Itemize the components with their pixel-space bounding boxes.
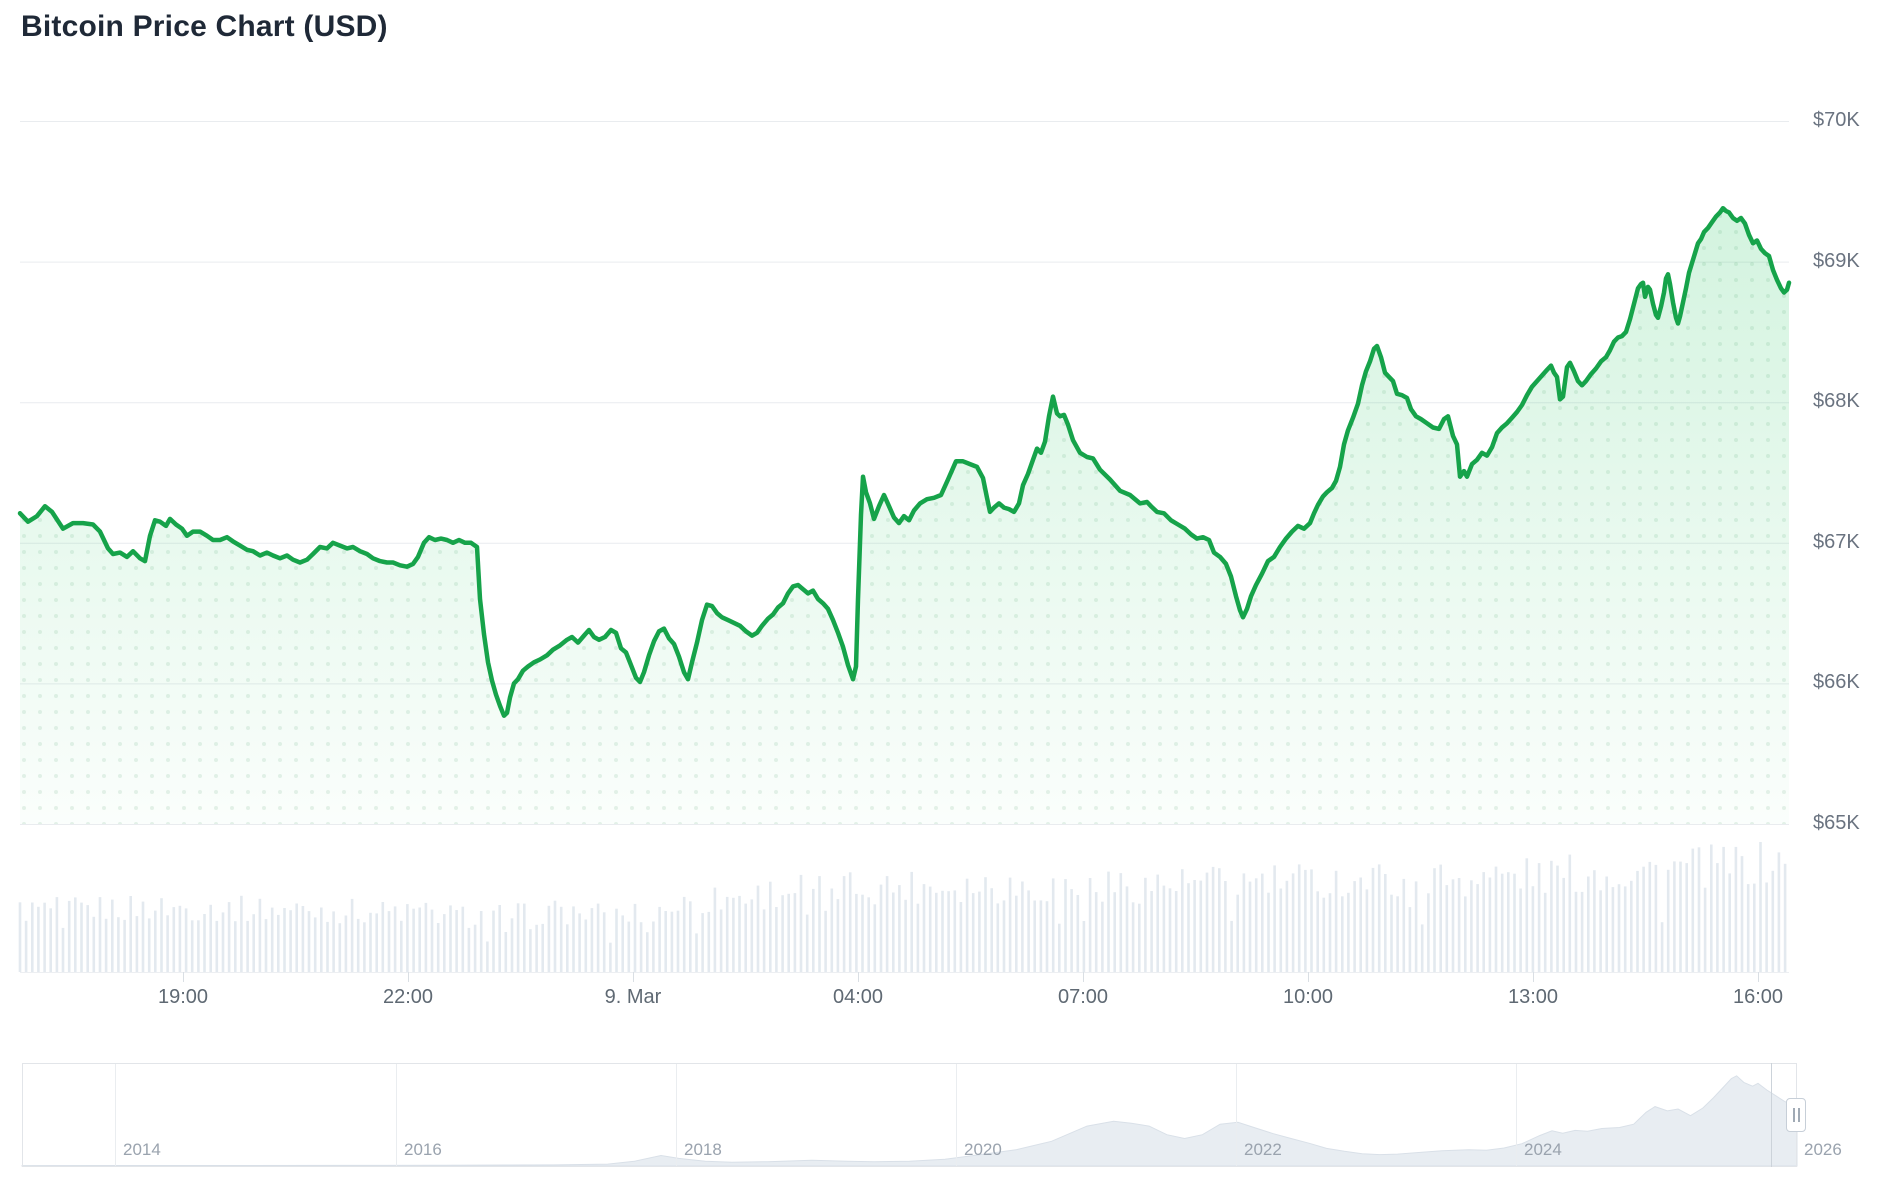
time-axis-label: 19:00 — [157, 986, 209, 1008]
time-axis-label: 04:00 — [832, 986, 884, 1008]
time-axis-label: 10:00 — [1282, 986, 1334, 1008]
price-axis-label: $66K — [1813, 671, 1860, 694]
time-axis-label: 07:00 — [1057, 986, 1109, 1008]
handle-grip-line — [1797, 1108, 1800, 1122]
time-axis-label: 9. Mar — [604, 986, 662, 1008]
nav-year-label: 2022 — [1244, 1140, 1282, 1159]
price-axis-label: $67K — [1813, 530, 1860, 553]
time-axis — [20, 972, 1789, 982]
nav-year-label: 2024 — [1524, 1140, 1562, 1159]
price-axis-label: $68K — [1813, 390, 1860, 413]
nav-year-label: 2014 — [123, 1140, 161, 1159]
handle-grip-line — [1792, 1108, 1795, 1122]
chart-title: Bitcoin Price Chart (USD) — [21, 10, 388, 43]
price-axis-label: $65K — [1813, 812, 1860, 835]
nav-year-label: 2020 — [964, 1140, 1002, 1159]
price-area-fill — [20, 208, 1789, 824]
navigator-handle[interactable] — [1786, 1098, 1806, 1132]
price-line-series[interactable] — [17, 205, 1792, 718]
volume-bars — [18, 842, 1787, 972]
nav-year-label: 2016 — [404, 1140, 442, 1159]
time-axis-label: 16:00 — [1732, 986, 1784, 1008]
nav-year-label: 2026 — [1804, 1140, 1842, 1159]
price-axis-label: $69K — [1813, 249, 1860, 272]
nav-year-label: 2018 — [684, 1140, 722, 1159]
time-axis-label: 22:00 — [382, 986, 434, 1008]
navigator-chart[interactable] — [21, 1063, 1798, 1167]
time-axis-label: 13:00 — [1507, 986, 1559, 1008]
price-axis-label: $70K — [1813, 109, 1860, 132]
